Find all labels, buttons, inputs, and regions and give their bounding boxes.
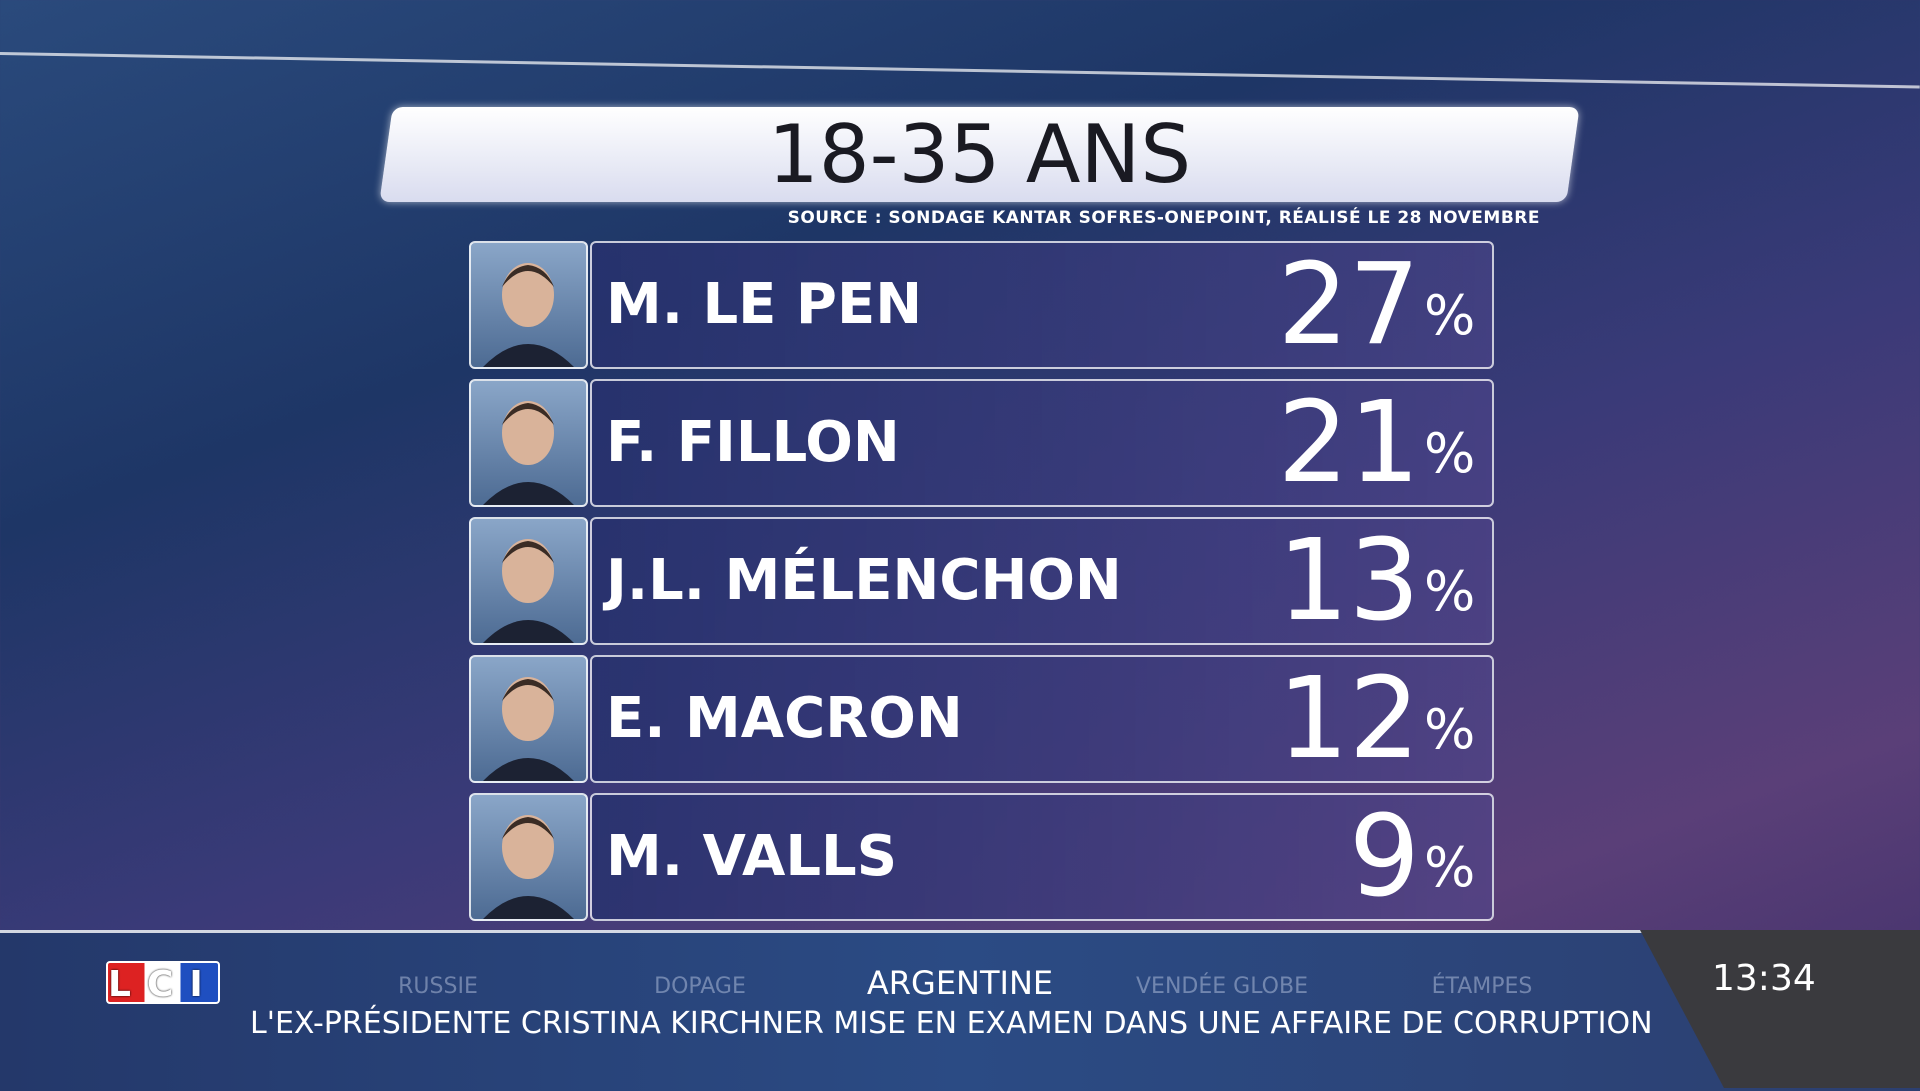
topic: VENDÉE GLOBE [1136,974,1308,999]
percent-value: 27 [1277,240,1420,370]
percent-unit: % [1424,422,1476,485]
topic: ARGENTINE [866,964,1054,1002]
candidate-name: M. LE PEN [606,272,923,337]
topic: RUSSIE [398,974,478,999]
percent-unit: % [1424,284,1476,347]
portrait [483,539,574,643]
photo [469,793,588,921]
logo: LCI [106,961,220,1005]
row-bar [590,241,1494,369]
decor-line [0,52,1920,89]
row-bar [590,793,1494,921]
headline: L'EX-PRÉSIDENTE CRISTINA KIRCHNER MISE E… [250,1006,1653,1041]
candidate-name: F. FILLON [606,410,900,475]
clock: 13:34 [1712,958,1816,999]
row-bar [590,655,1494,783]
candidate-name: M. VALLS [606,824,898,889]
percent-value: 12 [1277,654,1420,784]
photo [469,517,588,645]
source: SOURCE : SONDAGE KANTAR SOFRES-ONEPOINT,… [787,208,1540,228]
topic: ÉTAMPES [1431,974,1533,999]
photo [469,379,588,507]
percent-value: 21 [1277,378,1420,508]
photo [469,655,588,783]
portrait [483,815,574,919]
percent-unit: % [1424,836,1476,899]
row-bar [590,517,1494,645]
percent-value: 9 [1348,792,1420,922]
topic: DOPAGE [654,974,746,999]
percent-value: 13 [1277,516,1420,646]
photo [469,241,588,369]
percent-unit: % [1424,698,1476,761]
candidate-name: E. MACRON [606,686,963,751]
row-bar [590,379,1494,507]
portrait [483,677,574,781]
percent-unit: % [1424,560,1476,623]
portrait [483,263,574,367]
portrait [483,401,574,505]
candidate-name: J.L. MÉLENCHON [606,548,1122,613]
ticker [0,930,1920,1091]
title: 18-35 ANS [767,108,1192,201]
